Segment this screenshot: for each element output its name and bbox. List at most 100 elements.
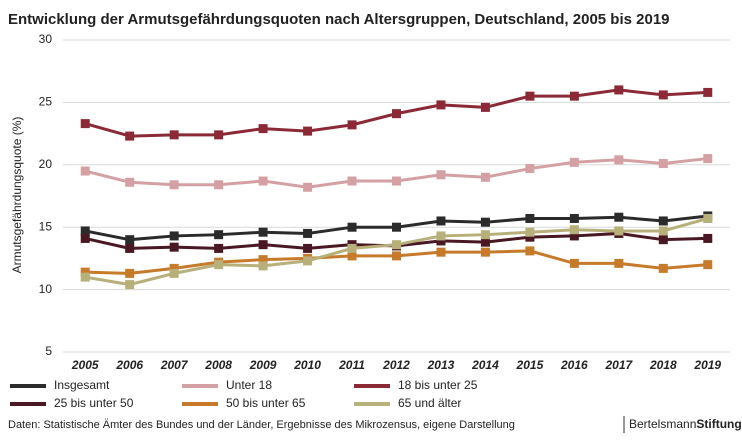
marker [436,170,446,180]
marker [436,216,446,226]
marker [169,231,179,241]
x-tick-label: 2010 [293,358,321,372]
marker [569,231,579,241]
chart-title: Entwicklung der Armutsgefährdungsquoten … [8,11,670,28]
x-tick-label: 2013 [427,358,455,372]
marker [303,256,313,266]
marker [614,258,624,268]
marker [347,120,357,130]
y-tick-label: 10 [39,282,53,296]
marker [258,176,268,186]
marker [214,180,224,190]
marker [258,240,268,250]
marker [169,130,179,140]
marker [525,91,535,101]
legend-label: Insgesamt [54,378,110,392]
marker [347,243,357,253]
y-tick-label: 15 [39,219,53,233]
marker [658,159,668,169]
marker [80,233,90,243]
marker [80,272,90,282]
marker [480,172,490,182]
marker [480,102,490,112]
x-tick-label: 2007 [160,358,189,372]
marker [392,251,401,261]
y-tick-label: 25 [39,95,53,109]
marker [258,227,268,237]
x-tick-label: 2012 [382,358,410,372]
marker [658,226,668,236]
marker [169,268,179,278]
marker [569,91,579,101]
marker [258,124,268,134]
marker [258,261,268,271]
marker [169,242,179,252]
x-tick-label: 2005 [71,358,99,372]
marker [80,119,90,129]
legend-label: 65 und älter [398,396,461,410]
brand: BertelsmannStiftung [629,417,742,431]
marker [125,280,135,290]
marker [169,263,179,273]
legend-label: 25 bis unter 50 [54,396,134,410]
marker [214,130,224,140]
marker [214,230,224,240]
marker [392,240,401,250]
marker [703,233,713,243]
marker [569,258,579,268]
marker [392,176,401,186]
marker [125,131,135,141]
marker [525,232,535,242]
brand-part: Bertelsmann [629,417,696,431]
marker [614,226,624,236]
marker [703,260,713,270]
marker [658,263,668,273]
x-tick-label: 2008 [204,358,232,372]
x-tick-label: 2017 [604,358,633,372]
marker [436,236,446,246]
x-tick-label: 2019 [693,358,721,372]
marker [658,216,668,226]
marker [436,100,446,110]
marker [303,243,313,253]
marker [480,217,490,227]
legend-label: 50 bis unter 65 [226,396,306,410]
marker [303,126,313,136]
marker [214,260,224,270]
marker [80,267,90,277]
marker [436,247,446,257]
marker [347,251,357,261]
marker [258,255,268,265]
x-tick-label: 2009 [249,358,277,372]
marker [214,243,224,253]
marker [569,225,579,235]
y-tick-label: 30 [39,32,53,46]
marker [436,231,446,241]
marker [525,164,535,174]
marker [614,155,624,165]
marker [480,230,490,240]
marker [658,235,668,245]
marker [569,213,579,223]
x-tick-label: 2016 [560,358,588,372]
marker [347,222,357,232]
marker [303,228,313,238]
marker [125,243,135,253]
marker [125,235,135,245]
marker [703,154,713,164]
marker [80,226,90,236]
marker [525,227,535,237]
source: Daten: Statistische Ämter des Bundes und… [8,419,515,431]
marker [392,222,401,232]
marker [347,176,357,186]
marker [480,247,490,257]
x-tick-label: 2014 [471,358,499,372]
marker [392,109,401,119]
marker [125,268,135,278]
x-tick-label: 2015 [516,358,544,372]
legend-label: Unter 18 [226,378,272,392]
marker [303,182,313,192]
marker [703,213,713,223]
y-axis-label: Armutsgefährdungsquote (%) [10,117,24,274]
